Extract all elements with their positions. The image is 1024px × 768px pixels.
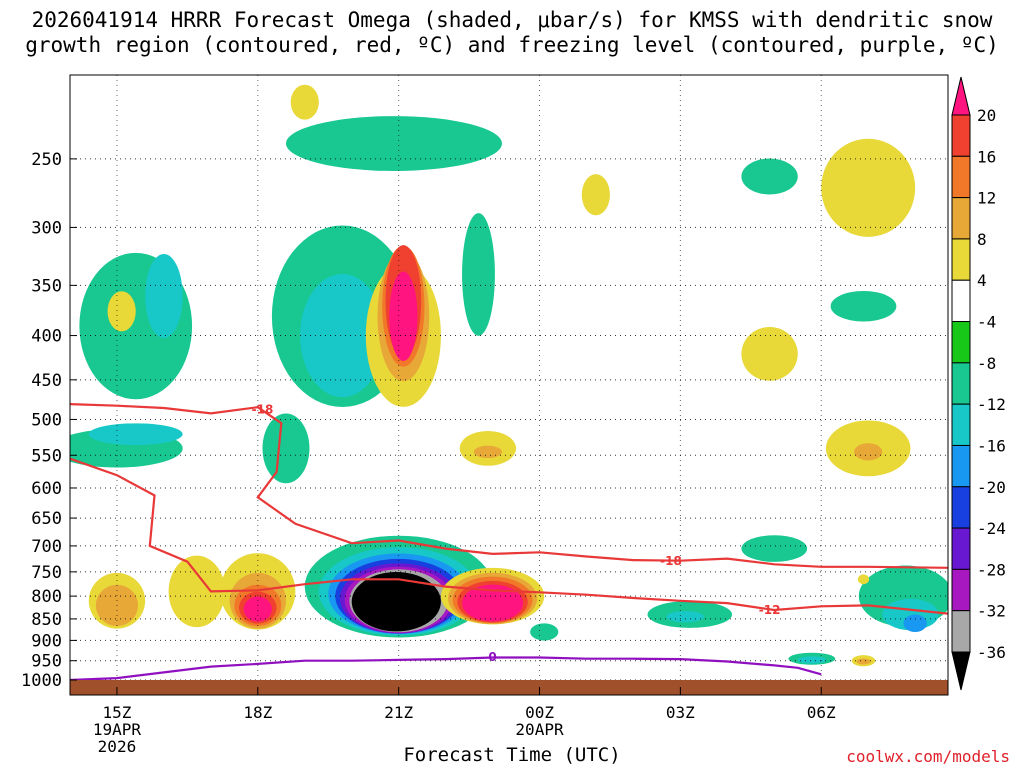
colorbar-label-8: -16 xyxy=(977,436,1006,455)
colorbar-label-10: -24 xyxy=(977,519,1006,538)
colorbar-segment-14 xyxy=(951,651,971,691)
chart-title: 2026041914 HRRR Forecast Omega (shaded, … xyxy=(0,8,1024,58)
site-credit[interactable]: coolwx.com/models xyxy=(846,747,1010,766)
omega-region-27 xyxy=(830,291,897,322)
omega-region-26 xyxy=(741,158,798,195)
y-tick-label-350: 350 xyxy=(31,276,62,296)
omega-region-33 xyxy=(168,555,225,628)
x-tick-sublabel-15Z-0: 19APR xyxy=(93,720,142,739)
omega-region-19 xyxy=(530,623,559,641)
y-tick-label-850: 850 xyxy=(31,610,62,630)
colorbar-label-12: -32 xyxy=(977,602,1006,621)
x-tick-sublabel-00Z-0: 20APR xyxy=(515,720,564,739)
ground-terrain xyxy=(70,680,948,695)
colorbar-label-9: -20 xyxy=(977,478,1006,497)
colorbar-segment-9 xyxy=(951,444,971,488)
contour-2 xyxy=(70,656,822,682)
omega-region-47 xyxy=(473,445,502,459)
omega-region-3 xyxy=(285,116,502,171)
plot-frame xyxy=(69,74,949,696)
y-tick-label-250: 250 xyxy=(31,150,62,170)
y-tick-label-750: 750 xyxy=(31,563,62,583)
omega-region-52 xyxy=(107,291,136,332)
contour-label-0-1: -18 xyxy=(660,554,682,568)
y-tick-label-650: 650 xyxy=(31,509,62,529)
colorbar-label-7: -12 xyxy=(977,395,1006,414)
y-tick-label-300: 300 xyxy=(31,218,62,238)
y-tick-label-950: 950 xyxy=(31,652,62,672)
omega-region-5 xyxy=(262,413,310,484)
colorbar-label-11: -28 xyxy=(977,560,1006,579)
colorbar-label-5: -4 xyxy=(977,313,996,332)
y-tick-label-800: 800 xyxy=(31,587,62,607)
omega-region-16 xyxy=(351,572,441,632)
contour-1 xyxy=(70,457,948,615)
omega-region-20 xyxy=(741,535,808,562)
contour-label-2-0: 0 xyxy=(488,650,496,664)
colorbar-label-1: 16 xyxy=(977,147,996,166)
x-tick-label-15Z: 15Z xyxy=(102,703,131,722)
y-tick-label-550: 550 xyxy=(31,446,62,466)
colorbar: 20 16 12 8 4 -4 -8 -12 -16 -20 -24 -28 -32 -36 xyxy=(951,76,1006,691)
y-tick-label-500: 500 xyxy=(31,410,62,430)
y-tick-label-600: 600 xyxy=(31,479,62,499)
omega-region-18 xyxy=(666,611,704,623)
x-tick-sublabel-15Z-1: 2026 xyxy=(98,737,137,756)
title-line-2: growth region (contoured, red, ºC) and f… xyxy=(25,33,999,57)
colorbar-segment-7 xyxy=(951,362,971,405)
colorbar-segment-5 xyxy=(951,279,971,323)
colorbar-segment-1 xyxy=(951,114,971,157)
colorbar-label-2: 12 xyxy=(977,189,996,208)
omega-region-56 xyxy=(856,658,871,665)
omega-region-53 xyxy=(581,174,610,216)
colorbar-label-3: 8 xyxy=(977,230,987,249)
colorbar-label-13: -36 xyxy=(977,643,1006,662)
omega-region-48 xyxy=(821,138,916,237)
omega-region-6 xyxy=(145,254,183,338)
x-tick-label-21Z: 21Z xyxy=(384,703,413,722)
colorbar-segment-11 xyxy=(951,527,971,570)
colorbar-segment-13 xyxy=(951,610,971,653)
omega-region-32 xyxy=(389,271,418,362)
x-tick-label-03Z: 03Z xyxy=(666,703,695,722)
omega-region-22 xyxy=(797,656,826,664)
colorbar-label-4: 4 xyxy=(977,271,987,290)
contour-0 xyxy=(70,403,948,569)
colorbar-label-0: 20 xyxy=(977,106,996,125)
omega-region-4 xyxy=(462,213,495,336)
omega-region-40 xyxy=(243,596,272,622)
colorbar-segment-8 xyxy=(951,403,971,446)
x-axis-title: Forecast Time (UTC) xyxy=(403,744,621,766)
y-tick-label-900: 900 xyxy=(31,631,62,651)
omega-region-45 xyxy=(462,584,524,622)
colorbar-segment-2 xyxy=(951,155,971,199)
title-line-1: 2026041914 HRRR Forecast Omega (shaded, … xyxy=(31,8,993,32)
omega-region-57 xyxy=(857,574,870,585)
x-tick-label-00Z: 00Z xyxy=(525,703,554,722)
colorbar-segment-0 xyxy=(951,76,971,116)
omega-region-8 xyxy=(300,273,385,398)
omega-region-51 xyxy=(741,327,798,381)
colorbar-label-6: -8 xyxy=(977,354,996,373)
colorbar-segment-10 xyxy=(951,486,971,529)
omega-region-25 xyxy=(903,614,927,633)
contour-label-1-0: -12 xyxy=(759,603,781,617)
colorbar-segment-12 xyxy=(951,568,971,612)
colorbar-segment-4 xyxy=(951,238,971,281)
omega-region-50 xyxy=(854,443,883,461)
omega-region-54 xyxy=(290,84,319,120)
x-tick-label-18Z: 18Z xyxy=(243,703,272,722)
colorbar-segment-6 xyxy=(951,321,971,364)
y-tick-label-1000: 1000 xyxy=(21,671,62,691)
omega-shading xyxy=(70,84,948,667)
omega-region-7 xyxy=(88,423,183,446)
y-tick-label-450: 450 xyxy=(31,371,62,391)
y-tick-label-700: 700 xyxy=(31,537,62,557)
colorbar-segment-3 xyxy=(951,197,971,240)
x-tick-label-06Z: 06Z xyxy=(807,703,836,722)
grid xyxy=(70,75,948,681)
y-tick-label-400: 400 xyxy=(31,327,62,347)
contour-label-0-0: -18 xyxy=(252,403,274,417)
